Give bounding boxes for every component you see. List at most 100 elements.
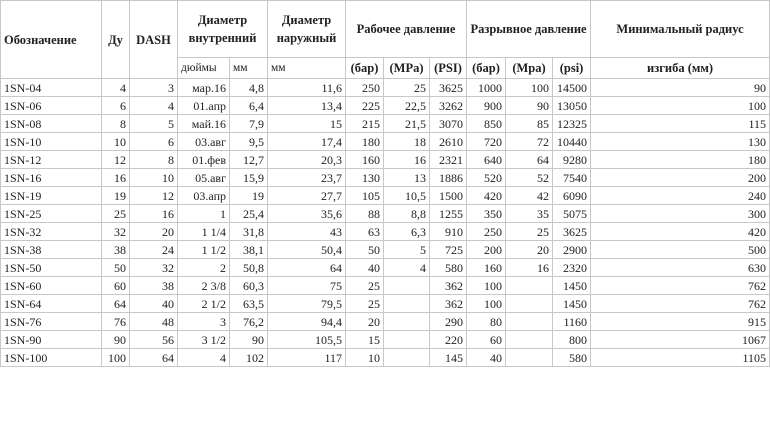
- cell-designation: 1SN-50: [0, 258, 102, 277]
- cell-bp-psi: 10440: [552, 132, 592, 151]
- cell-inner-inches: мар.16: [177, 78, 230, 97]
- cell-inner-mm: 4,8: [228, 78, 269, 97]
- bp-mpa-subheader: (Mpa): [505, 57, 554, 79]
- cell-dash: 40: [129, 294, 178, 313]
- cell-designation: 1SN-16: [0, 168, 102, 187]
- cell-wp-mpa: [383, 294, 431, 313]
- cell-wp-bar: 105: [345, 186, 385, 205]
- col-outer-diameter-header: Диаметр наружный: [267, 0, 347, 58]
- outer-mm-subheader: мм: [267, 57, 347, 79]
- cell-bp-psi: 580: [552, 348, 592, 367]
- col-working-pressure-header: Рабочее давление: [345, 0, 468, 58]
- cell-bp-bar: 200: [466, 240, 507, 259]
- cell-dash: 8: [129, 150, 178, 169]
- cell-min-radius: 630: [590, 258, 770, 277]
- cell-wp-psi: 2321: [429, 150, 468, 169]
- cell-min-radius: 420: [590, 222, 770, 241]
- cell-outer-mm: 64: [267, 258, 347, 277]
- cell-dash: 32: [129, 258, 178, 277]
- cell-bp-bar: 350: [466, 204, 507, 223]
- cell-wp-psi: 290: [429, 312, 468, 331]
- cell-wp-bar: 25: [345, 294, 385, 313]
- cell-outer-mm: 105,5: [267, 330, 347, 349]
- col-burst-pressure-header: Разрывное давление: [466, 0, 592, 58]
- cell-outer-mm: 17,4: [267, 132, 347, 151]
- cell-du: 25: [101, 204, 130, 223]
- cell-wp-mpa: 22,5: [383, 96, 431, 115]
- cell-inner-mm: 9,5: [228, 132, 269, 151]
- cell-inner-inches: 2: [177, 258, 230, 277]
- cell-wp-psi: 1886: [429, 168, 468, 187]
- table-row: 1SN-10 10 6 03.авг 9,5 17,4 180 18 2610 720 72 1044…: [0, 132, 770, 151]
- cell-bp-bar: 850: [466, 114, 507, 133]
- cell-du: 6: [101, 96, 130, 115]
- cell-designation: 1SN-64: [0, 294, 102, 313]
- cell-wp-mpa: 4: [383, 258, 431, 277]
- cell-min-radius: 1067: [590, 330, 770, 349]
- cell-min-radius: 1105: [590, 348, 770, 367]
- cell-inner-inches: 4: [177, 348, 230, 367]
- cell-inner-mm: 7,9: [228, 114, 269, 133]
- cell-dash: 6: [129, 132, 178, 151]
- cell-dash: 5: [129, 114, 178, 133]
- cell-inner-inches: 3: [177, 312, 230, 331]
- cell-bp-mpa: 25: [505, 222, 554, 241]
- cell-dash: 38: [129, 276, 178, 295]
- cell-bp-psi: 1450: [552, 294, 592, 313]
- cell-bp-bar: 160: [466, 258, 507, 277]
- cell-bp-bar: 420: [466, 186, 507, 205]
- cell-inner-inches: 01.фев: [177, 150, 230, 169]
- cell-bp-mpa: 52: [505, 168, 554, 187]
- cell-outer-mm: 23,7: [267, 168, 347, 187]
- cell-wp-psi: 725: [429, 240, 468, 259]
- cell-bp-psi: 3625: [552, 222, 592, 241]
- cell-min-radius: 200: [590, 168, 770, 187]
- cell-bp-psi: 13050: [552, 96, 592, 115]
- cell-bp-mpa: [505, 294, 554, 313]
- cell-du: 19: [101, 186, 130, 205]
- cell-wp-bar: 20: [345, 312, 385, 331]
- cell-outer-mm: 75: [267, 276, 347, 295]
- cell-bp-mpa: [505, 276, 554, 295]
- table-row: 1SN-04 4 3 мар.16 4,8 11,6 250 25 3625 1000 100 145…: [0, 78, 770, 97]
- cell-du: 100: [101, 348, 130, 367]
- cell-inner-inches: 03.апр: [177, 186, 230, 205]
- cell-dash: 10: [129, 168, 178, 187]
- cell-dash: 48: [129, 312, 178, 331]
- cell-wp-bar: 180: [345, 132, 385, 151]
- table-row: 1SN-32 32 20 1 1/4 31,8 43 63 6,3 910 250 25 3625 42…: [0, 222, 770, 241]
- cell-outer-mm: 35,6: [267, 204, 347, 223]
- cell-wp-mpa: [383, 348, 431, 367]
- table-row: 1SN-19 19 12 03.апр 19 27,7 105 10,5 1500 420 42 60…: [0, 186, 770, 205]
- cell-du: 8: [101, 114, 130, 133]
- cell-wp-psi: 362: [429, 294, 468, 313]
- cell-du: 76: [101, 312, 130, 331]
- cell-wp-bar: 160: [345, 150, 385, 169]
- cell-du: 64: [101, 294, 130, 313]
- cell-bp-bar: 900: [466, 96, 507, 115]
- cell-wp-bar: 130: [345, 168, 385, 187]
- cell-inner-inches: 2 3/8: [177, 276, 230, 295]
- cell-dash: 12: [129, 186, 178, 205]
- cell-inner-mm: 76,2: [228, 312, 269, 331]
- cell-bp-mpa: [505, 348, 554, 367]
- cell-bp-bar: 100: [466, 276, 507, 295]
- bp-psi-subheader: (psi): [552, 57, 592, 79]
- cell-bp-mpa: 85: [505, 114, 554, 133]
- cell-bp-psi: 800: [552, 330, 592, 349]
- cell-outer-mm: 15: [267, 114, 347, 133]
- cell-du: 12: [101, 150, 130, 169]
- cell-wp-bar: 40: [345, 258, 385, 277]
- cell-inner-mm: 102: [228, 348, 269, 367]
- cell-outer-mm: 43: [267, 222, 347, 241]
- table-body: 1SN-04 4 3 мар.16 4,8 11,6 250 25 3625 1000 100 145…: [0, 78, 770, 367]
- cell-wp-psi: 580: [429, 258, 468, 277]
- cell-designation: 1SN-60: [0, 276, 102, 295]
- table-row: 1SN-100 100 64 4 102 117 10 145 40 580 1105: [0, 348, 770, 367]
- cell-bp-bar: 40: [466, 348, 507, 367]
- cell-wp-bar: 215: [345, 114, 385, 133]
- table-row: 1SN-08 8 5 май.16 7,9 15 215 21,5 3070 850 85 12325…: [0, 114, 770, 133]
- cell-inner-mm: 31,8: [228, 222, 269, 241]
- cell-bp-bar: 80: [466, 312, 507, 331]
- wp-psi-subheader: (PSI): [429, 57, 468, 79]
